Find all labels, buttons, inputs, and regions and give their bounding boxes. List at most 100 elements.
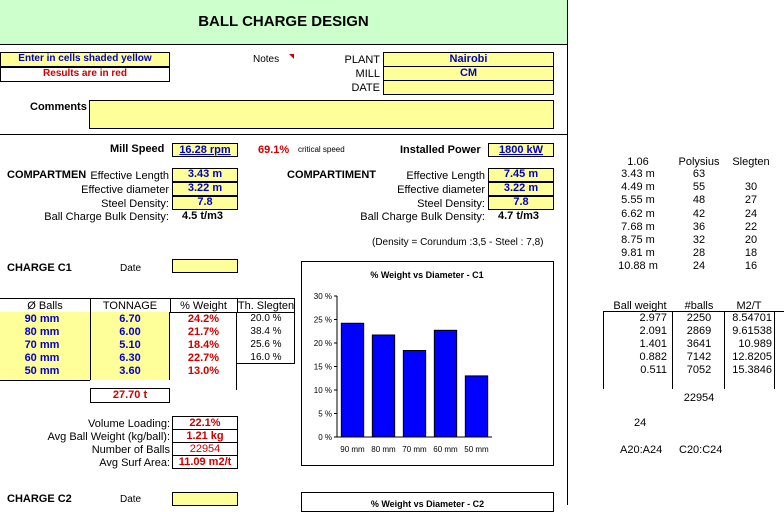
comp2-eff-diam-value: 3.22 m <box>503 182 539 194</box>
instruction-cell-1[interactable] <box>0 52 170 67</box>
side1-cell: 16 <box>744 260 758 273</box>
c1-header-weight: % Weight <box>180 300 227 312</box>
c1-row-weight: 13.0% <box>187 365 220 377</box>
comp1-steel-density-input[interactable] <box>172 196 238 210</box>
instruction-cell-2[interactable] <box>0 67 170 82</box>
side2-cell: 10.989 <box>738 338 772 350</box>
side1-cell: 3.43 m <box>621 168 655 180</box>
c1-balls-column <box>0 312 90 380</box>
side1-cell: 42 <box>692 207 706 220</box>
comp1-steel-density-label: Steel Density: <box>101 198 169 210</box>
charge-c1-date-input[interactable] <box>172 259 238 273</box>
notes-label: Notes <box>253 54 280 65</box>
c1-row-ball[interactable]: 90 mm <box>24 313 60 325</box>
side1-header: 1.06 <box>627 156 649 168</box>
side1-cell: 9.81 m <box>621 247 655 260</box>
side2-cell: 8.54701 <box>732 312 772 324</box>
comp2-eff-diam-label: Effective diameter <box>397 184 485 196</box>
c1-row-tonnage[interactable]: 6.70 <box>119 313 141 325</box>
comp2-label: COMPARTIMENT <box>287 169 377 181</box>
side2-cell: 0.511 <box>640 364 667 376</box>
comp2-eff-length-input[interactable] <box>488 168 554 182</box>
c1-row-tonnage[interactable]: 6.30 <box>119 352 141 364</box>
comp1-eff-length-value: 3.43 m <box>187 168 223 180</box>
c1-table-left-border <box>90 298 91 312</box>
c1-row-tonnage[interactable]: 3.60 <box>119 365 141 377</box>
side2-cell: 0.882 <box>639 351 667 363</box>
bar-80mm <box>371 334 396 438</box>
c1-table-right-border <box>294 298 295 312</box>
c1-row-ball[interactable]: 60 mm <box>24 352 60 364</box>
side2-box <box>603 311 784 389</box>
comments-label: Comments <box>30 101 87 113</box>
side2-header: M2/T <box>736 300 762 312</box>
comp1-eff-length-label: Effective Length <box>90 170 169 182</box>
c1-row-weight: 18.4% <box>187 339 220 351</box>
instruction-red: Results are in red <box>43 68 127 79</box>
comp2-eff-diam-input[interactable] <box>488 182 554 196</box>
avg-ball-weight-value: 1.21 kg <box>186 430 224 442</box>
critical-speed-value: 69.1% <box>258 144 290 156</box>
side1-cell: 24 <box>744 207 758 220</box>
bar-50mm <box>464 375 489 438</box>
y-tick-label: 20 % <box>314 339 332 348</box>
comp2-steel-density-value: 7.8 <box>513 196 529 208</box>
comp2-eff-length-value: 7.45 m <box>503 168 539 180</box>
c1-row-ball[interactable]: 50 mm <box>24 365 60 377</box>
installed-power-value: 1800 kW <box>498 144 544 156</box>
bar-90mm <box>340 322 365 438</box>
side1-cell: 28 <box>692 247 706 260</box>
comp2-eff-length-label: Effective Length <box>406 170 485 182</box>
side2-cell: 2.091 <box>639 325 667 337</box>
comp1-bulk-label: Ball Charge Bulk Density: <box>44 211 169 223</box>
page-title: BALL CHARGE DESIGN <box>198 13 369 30</box>
c1-table-mid-border-2 <box>237 298 238 312</box>
c1-row-tonnage[interactable]: 5.10 <box>119 339 141 351</box>
side1-header: Polysius <box>678 156 720 168</box>
side2-range1: A20:A24 <box>620 444 663 456</box>
side2-cell: 12.8205 <box>732 351 772 363</box>
c1-total-cell <box>90 388 170 403</box>
c1-row-slegten: 20.0 % <box>250 313 282 324</box>
side1-cell: 32 <box>692 234 706 246</box>
c1-row-tonnage[interactable]: 6.00 <box>119 326 141 338</box>
comp2-steel-density-input[interactable] <box>488 196 554 210</box>
y-tick-label: 30 % <box>314 292 332 301</box>
comp1-eff-length-input[interactable] <box>172 168 238 182</box>
side1-cell: 36 <box>692 220 706 233</box>
comp1-eff-diam-input[interactable] <box>172 182 238 196</box>
side1-cell: 48 <box>692 194 706 207</box>
avg-ball-weight-label: Avg Ball Weight (kg/ball): <box>47 431 170 443</box>
mill-speed-input[interactable] <box>172 143 238 157</box>
side1-cell: 22 <box>744 220 758 233</box>
side2-header: #balls <box>684 300 714 312</box>
side2-cell: 9.61538 <box>732 325 772 337</box>
c1-row-slegten: 16.0 % <box>250 352 282 363</box>
c1-slegten-column <box>237 312 295 364</box>
comp2-bulk-value: 4.7 t/m3 <box>498 210 539 222</box>
c1-row-weight: 21.7% <box>187 326 220 338</box>
notes-marker-icon <box>289 54 294 59</box>
side1-cell: 24 <box>692 260 706 273</box>
comp1-steel-density-value: 7.8 <box>197 196 213 208</box>
side2-range2: C20:C24 <box>679 444 723 456</box>
side2-cell: 3641 <box>686 338 712 350</box>
installed-power-input[interactable] <box>488 143 554 157</box>
side2-divider <box>774 311 775 389</box>
date-label: DATE <box>351 82 380 94</box>
date-input[interactable] <box>383 80 554 95</box>
c1-header-tonnage: TONNAGE <box>102 300 158 312</box>
comp1-label: COMPARTMEN <box>7 169 87 181</box>
charge-c1-label: CHARGE C1 <box>7 262 72 274</box>
c1-row-weight: 22.7% <box>187 352 220 364</box>
side2-cell: 2.977 <box>639 312 667 324</box>
c1-row-ball[interactable]: 70 mm <box>24 339 60 351</box>
c1-row-ball[interactable]: 80 mm <box>24 326 60 338</box>
chart-c1: % Weight vs Diameter - C1 0 % 5 % 10 % 15 %… <box>314 270 492 454</box>
x-tick-label: 70 mm <box>402 445 427 454</box>
comments-input[interactable] <box>89 100 554 129</box>
c1-tonnage-column <box>90 312 170 380</box>
charge-c2-date-input[interactable] <box>172 492 238 506</box>
avg-surf-label: Avg Surf Area: <box>99 457 170 469</box>
bar-70mm <box>402 350 427 438</box>
